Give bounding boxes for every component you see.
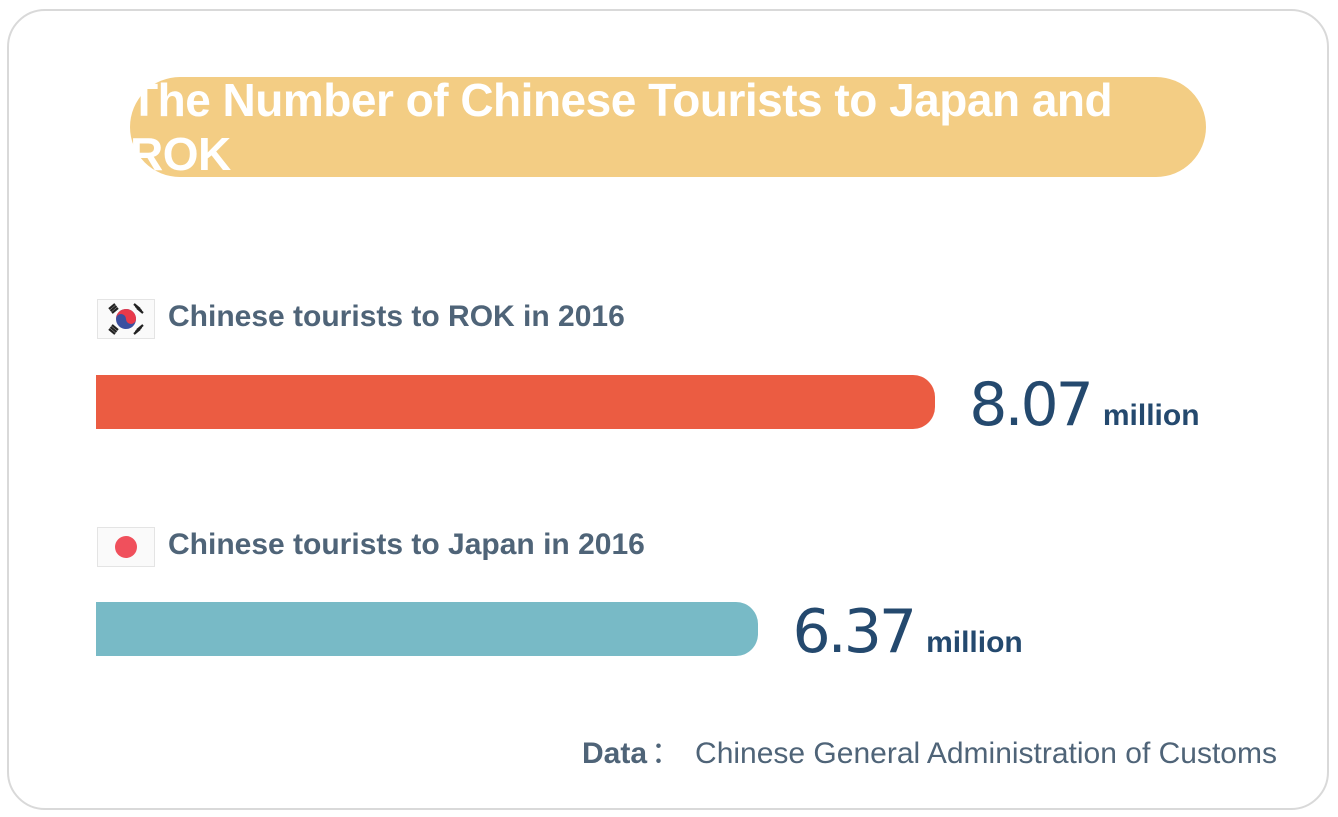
japan-row-label: Chinese tourists to Japan in 2016 <box>168 528 645 561</box>
rok-value-number: 8.07 <box>969 370 1094 440</box>
source-text: Chinese General Administration of Custom… <box>695 737 1277 770</box>
japan-bar <box>96 602 759 656</box>
source-separator: ： <box>651 737 682 770</box>
rok-value-unit: million <box>1102 399 1200 432</box>
title-banner: The Number of Chinese Tourists to Japan … <box>130 74 1206 180</box>
rok-value: 8.07 million <box>969 370 1199 440</box>
data-source: Data： Chinese General Administration of C… <box>582 728 1277 772</box>
rok-row-label: Chinese tourists to ROK in 2016 <box>168 300 625 333</box>
rok-bar <box>96 375 936 429</box>
japan-value-number: 6.37 <box>792 597 917 667</box>
chart-title: The Number of Chinese Tourists to Japan … <box>130 74 1113 180</box>
japan-flag-icon <box>97 527 155 567</box>
japan-value: 6.37 million <box>792 597 1022 667</box>
south-korea-flag-icon <box>97 299 155 339</box>
japan-value-unit: million <box>926 626 1023 659</box>
source-key: Data <box>582 737 648 770</box>
